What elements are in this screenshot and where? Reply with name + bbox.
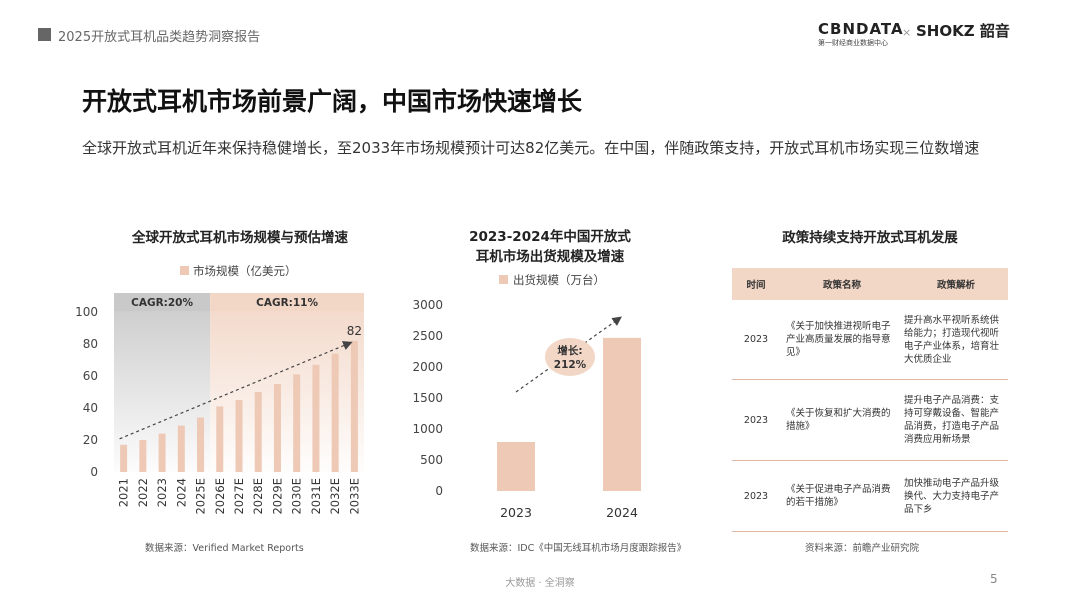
column-header-policy-name: 政策名称 <box>780 268 904 300</box>
y-tick-label: 500 <box>420 453 443 467</box>
chart2-title: 2023-2024年中国开放式 耳机市场出货规模及增速 <box>440 227 660 267</box>
bar <box>158 433 166 472</box>
logo-separator: × <box>902 26 912 39</box>
table-row: 2023 《关于促进电子产品消费的若干措施》 加快推动电子产品升级换代、大力支持… <box>732 460 1008 532</box>
y-tick-label: 3000 <box>412 298 443 312</box>
cagr-label: CAGR:11% <box>256 297 318 309</box>
y-tick-label: 60 <box>83 369 98 383</box>
column-header-time: 时间 <box>732 268 780 300</box>
row-policy-analysis: 提升电子产品消费：支持可穿戴设备、智能产品消费，打造电子产品消费应用新场景 <box>904 379 1008 461</box>
report-title: 2025开放式耳机品类趋势洞察报告 <box>58 30 261 45</box>
x-tick-label: 2033E <box>347 478 361 515</box>
row-policy-analysis: 加快推动电子产品升级换代、大力支持电子产品下乡 <box>904 460 1008 532</box>
legend-swatch <box>180 266 189 275</box>
policy-table-source: 资料来源：前瞻产业研究院 <box>805 543 920 554</box>
policy-table-header: 时间 政策名称 政策解析 <box>732 268 1008 300</box>
x-tick-label: 2032E <box>328 478 342 515</box>
y-tick-label: 0 <box>435 484 443 498</box>
intro-paragraph: 全球开放式耳机近年来保持稳健增长，至2033年市场规模预计可达82亿美元。在中国… <box>82 139 980 157</box>
y-tick-label: 1500 <box>412 391 443 405</box>
x-tick-label: 2026E <box>213 478 227 515</box>
footer-tagline: 大数据 · 全洞察 <box>505 578 575 589</box>
x-tick-label: 2028E <box>251 478 265 515</box>
growth-value: 212% <box>554 359 587 371</box>
row-year: 2023 <box>732 379 780 461</box>
cagr-label-band <box>114 293 211 311</box>
legend-label: 出货规模（万台） <box>513 273 605 287</box>
shokz-logo: SHOKZ 韶音 <box>916 22 1010 40</box>
page-headline: 开放式耳机市场前景广阔，中国市场快速增长 <box>82 87 583 116</box>
x-tick-label: 2023 <box>155 478 169 507</box>
bar <box>331 353 339 472</box>
row-year: 2023 <box>732 460 780 532</box>
bar <box>216 406 224 472</box>
bar <box>497 442 535 491</box>
growth-label: 增长: <box>557 344 582 357</box>
bar <box>254 392 262 472</box>
y-tick-label: 2500 <box>412 329 443 343</box>
chart1-title: 全球开放式耳机市场规模与预估增速 <box>132 230 348 246</box>
row-policy-name: 《关于恢复和扩大消费的措施》 <box>780 379 904 461</box>
row-policy-analysis: 提升高水平视听系统供给能力；打造现代视听电子产业体系，培育壮大优质企业 <box>904 300 1008 380</box>
bar <box>235 400 243 472</box>
y-tick-label: 0 <box>90 465 98 479</box>
bar <box>273 384 281 472</box>
cagr-shade <box>210 311 364 472</box>
row-policy-name: 《关于加快推进视听电子产业高质量发展的指导意见》 <box>780 300 904 380</box>
table-row: 2023 《关于恢复和扩大消费的措施》 提升电子产品消费：支持可穿戴设备、智能产… <box>732 379 1008 461</box>
y-tick-label: 2000 <box>412 360 443 374</box>
column-header-policy-analysis: 政策解析 <box>904 268 1008 300</box>
bar <box>197 417 205 472</box>
bar <box>350 340 358 472</box>
policy-table: 时间 政策名称 政策解析 2023 《关于加快推进视听电子产业高质量发展的指导意… <box>732 268 1008 532</box>
growth-bubble <box>545 337 595 376</box>
cagr-label: CAGR:20% <box>131 297 193 309</box>
y-tick-label: 40 <box>83 401 98 415</box>
y-tick-label: 80 <box>83 337 98 351</box>
bar <box>139 440 147 472</box>
bar <box>120 444 128 472</box>
x-tick-label: 2025E <box>194 478 208 515</box>
x-tick-label: 2030E <box>290 478 304 515</box>
x-tick-label: 2029E <box>270 478 284 515</box>
x-tick-label: 2023 <box>500 505 532 520</box>
chart2-title-line1: 2023-2024年中国开放式 <box>469 229 631 245</box>
x-tick-label: 2024 <box>606 505 638 520</box>
row-policy-name: 《关于促进电子产品消费的若干措施》 <box>780 460 904 532</box>
cbndata-logo: CBNDATA <box>818 20 904 38</box>
y-tick-label: 100 <box>75 305 98 319</box>
bar <box>177 425 185 472</box>
x-tick-label: 2027E <box>232 478 246 515</box>
global-market-chart: 市场规模（亿美元） CAGR:20% CAGR:11% 0 20 40 60 80 100 202… <box>75 264 364 515</box>
chart2-source: 数据来源：IDC《中国无线耳机市场月度跟踪报告》 <box>470 543 687 554</box>
page-number: 5 <box>990 572 998 586</box>
x-tick-label: 2024 <box>174 478 188 507</box>
y-tick-label: 20 <box>83 433 98 447</box>
chart2-title-line2: 耳机市场出货规模及增速 <box>475 249 625 265</box>
row-year: 2023 <box>732 300 780 380</box>
cagr-label-band <box>210 293 364 311</box>
cbndata-logo-subtitle: 第一财经商业数据中心 <box>818 39 888 47</box>
legend-label: 市场规模（亿美元） <box>193 264 297 278</box>
x-tick-label: 2022 <box>136 478 150 507</box>
x-tick-label: 2031E <box>309 478 323 515</box>
y-tick-label: 1000 <box>412 422 443 436</box>
china-shipment-chart: 出货规模（万台） 0 500 1000 1500 2000 2500 3000 2023 2024… <box>412 273 641 520</box>
chart1-source: 数据来源：Verified Market Reports <box>145 543 304 554</box>
bar <box>603 337 641 491</box>
table-row: 2023 《关于加快推进视听电子产业高质量发展的指导意见》 提升高水平视听系统供… <box>732 300 1008 380</box>
x-tick-label: 2021 <box>117 478 131 507</box>
bar <box>293 374 301 472</box>
policy-table-title: 政策持续支持开放式耳机发展 <box>782 230 958 246</box>
data-label: 82 <box>347 324 362 338</box>
legend-swatch <box>499 275 508 284</box>
title-marker <box>38 28 51 41</box>
bar <box>312 364 320 472</box>
